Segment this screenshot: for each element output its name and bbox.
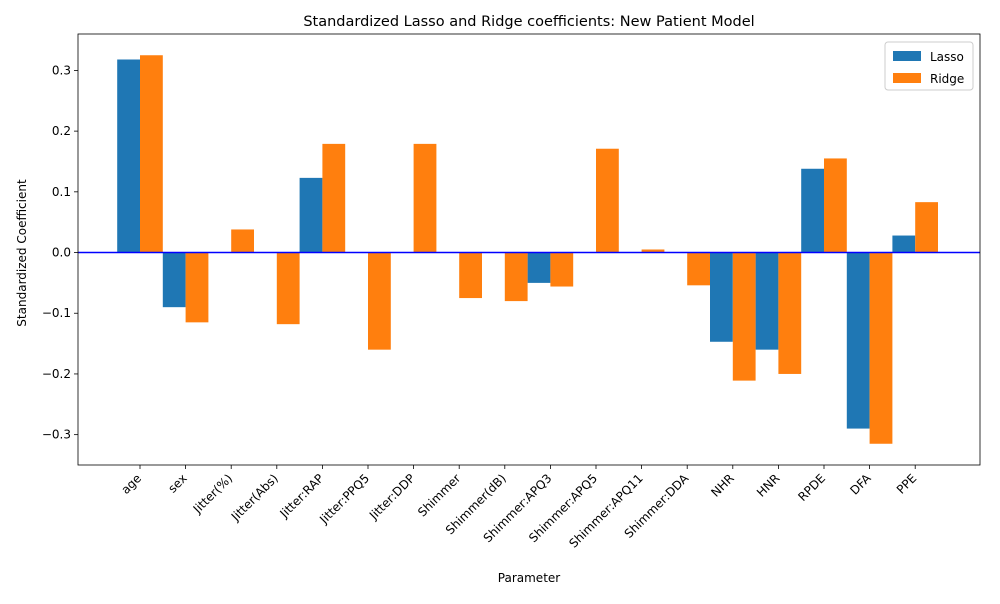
bar-ridge-shimmer-db [504,252,528,302]
bar-ridge-jitter-ppq5 [368,252,391,350]
y-tick-label: −0.3 [42,428,71,442]
bar-ridge-nhr [732,252,756,381]
bar-ridge-jitter-rap [322,143,346,253]
y-tick-label: 0.0 [52,246,71,260]
bar-ridge-hnr [778,252,802,374]
bar-ridge-jitter-abs [276,252,300,325]
bar-ridge-shimmer [459,252,482,299]
legend-label-ridge: Ridge [930,72,964,86]
legend-swatch-ridge [893,73,921,83]
bar-ridge-jitter-ddp [413,143,437,253]
y-axis-label: Standardized Coefficient [15,179,29,327]
bar-lasso-shimmer-apq3 [527,252,551,283]
bar-lasso-dfa [846,252,870,429]
x-axis-label: Parameter [498,571,560,585]
bar-lasso-nhr [710,252,733,342]
legend-swatch-lasso [893,51,921,61]
bar-ridge-jitter [231,229,254,253]
bar-ridge-shimmer-apq5 [596,148,619,253]
bar-lasso-jitter-rap [299,177,323,253]
legend: Lasso Ridge [884,41,974,91]
bar-ridge-dfa [869,252,893,444]
y-tick-label: 0.3 [52,63,71,77]
legend-label-lasso: Lasso [930,50,964,64]
y-tick-label: −0.1 [42,306,71,320]
bar-ridge-rpde [824,158,847,253]
bar-lasso-rpde [801,168,824,253]
bar-lasso-hnr [755,252,779,350]
bar-lasso-age [117,59,140,253]
bar-lasso-ppe [892,235,916,253]
bar-lasso-sex [162,252,186,308]
bar-ridge-sex [185,252,209,323]
y-tick-label: −0.2 [42,367,71,381]
bar-ridge-age [140,55,163,253]
bar-ridge-ppe [915,202,938,253]
bar-ridge-shimmer-apq3 [550,252,574,287]
bar-ridge-shimmer-dda [687,252,710,286]
chart-title: Standardized Lasso and Ridge coefficient… [303,14,754,30]
bar-ridge-shimmer-apq11 [641,249,665,253]
y-tick-label: 0.1 [52,185,71,199]
bars-layer [117,55,938,444]
y-tick-label: 0.2 [52,124,71,138]
plot-frame [77,33,981,466]
